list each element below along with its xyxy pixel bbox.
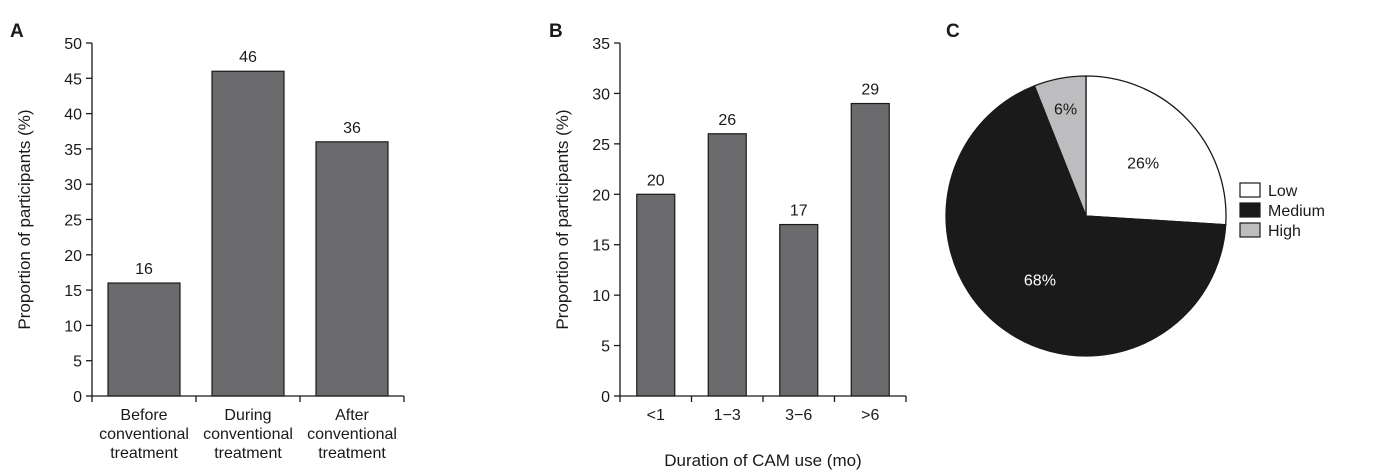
bar	[107, 282, 181, 397]
y-tick-label: 10	[592, 288, 610, 305]
x-axis-label: Duration of CAM use (mo)	[664, 451, 861, 470]
bar	[850, 102, 890, 397]
y-tick-label: 0	[73, 389, 82, 406]
y-tick-label: 10	[64, 318, 82, 335]
legend-label: Medium	[1268, 203, 1325, 220]
bar	[636, 193, 676, 397]
data-label: 26	[718, 112, 736, 129]
chart-panel-c: C 26% 68% 6% Low Medium High	[945, 21, 1325, 357]
pie-slice-label: 26%	[1127, 155, 1159, 172]
pie-slice-label: 6%	[1054, 102, 1077, 119]
x-tick-label: conventional	[99, 426, 189, 443]
y-tick-label: 50	[64, 36, 82, 53]
x-tick-label: During	[224, 407, 271, 424]
y-tick-label: 45	[64, 71, 82, 88]
data-label: 36	[343, 120, 361, 137]
y-tick-label: 20	[592, 187, 610, 204]
panel-letter: A	[10, 21, 24, 42]
y-tick-label: 25	[592, 137, 610, 154]
bar	[315, 141, 389, 397]
x-tick-label: 3−6	[785, 407, 812, 424]
y-axis-label: Proportion of participants (%)	[553, 109, 572, 329]
data-label: 46	[239, 49, 257, 66]
bar	[779, 223, 819, 397]
chart-panel-a: A 0 5 10 15 20 25 30 35 40 45 50 16 Before conventiona…	[10, 21, 405, 462]
y-tick-label: 0	[601, 389, 610, 406]
legend-swatch	[1239, 202, 1261, 218]
y-tick-label: 15	[64, 283, 82, 300]
pie-slice-label: 68%	[1024, 272, 1056, 289]
data-label: 29	[861, 82, 879, 99]
pie-slice	[1033, 75, 1087, 217]
legend-swatch	[1239, 222, 1261, 238]
panel-letter: B	[549, 21, 563, 42]
legend-label: Low	[1268, 183, 1298, 200]
y-tick-label: 25	[64, 213, 82, 230]
bar	[707, 133, 747, 397]
legend-swatch	[1239, 182, 1261, 198]
y-tick-label: 20	[64, 248, 82, 265]
y-tick-label: 5	[73, 354, 82, 371]
data-label: 20	[647, 172, 665, 189]
y-tick-label: 30	[64, 177, 82, 194]
x-tick-label: <1	[647, 407, 665, 424]
data-label: 17	[790, 203, 808, 220]
x-tick-label: >6	[861, 407, 879, 424]
y-tick-label: 40	[64, 107, 82, 124]
bar	[211, 70, 285, 397]
y-tick-label: 30	[592, 86, 610, 103]
x-tick-label: 1−3	[714, 407, 741, 424]
chart-panel-b: B 0 5 10 15 20 25 30 35 20 <1 26 1−3 17 3−6 29 >6 Proport…	[549, 21, 907, 470]
x-tick-label: treatment	[214, 445, 282, 462]
x-tick-label: conventional	[203, 426, 293, 443]
x-tick-label: After	[335, 407, 369, 424]
x-tick-label: treatment	[318, 445, 386, 462]
y-axis-label: Proportion of participants (%)	[15, 109, 34, 329]
x-tick-label: Before	[120, 407, 167, 424]
pie-slice	[945, 84, 1227, 357]
x-tick-label: conventional	[307, 426, 397, 443]
y-tick-label: 5	[601, 339, 610, 356]
data-label: 16	[135, 261, 153, 278]
pie-slice	[1085, 75, 1227, 226]
y-tick-label: 35	[592, 36, 610, 53]
panel-letter: C	[946, 21, 960, 42]
y-tick-label: 35	[64, 142, 82, 159]
y-tick-label: 15	[592, 238, 610, 255]
x-tick-label: treatment	[110, 445, 178, 462]
legend-label: High	[1268, 223, 1301, 240]
